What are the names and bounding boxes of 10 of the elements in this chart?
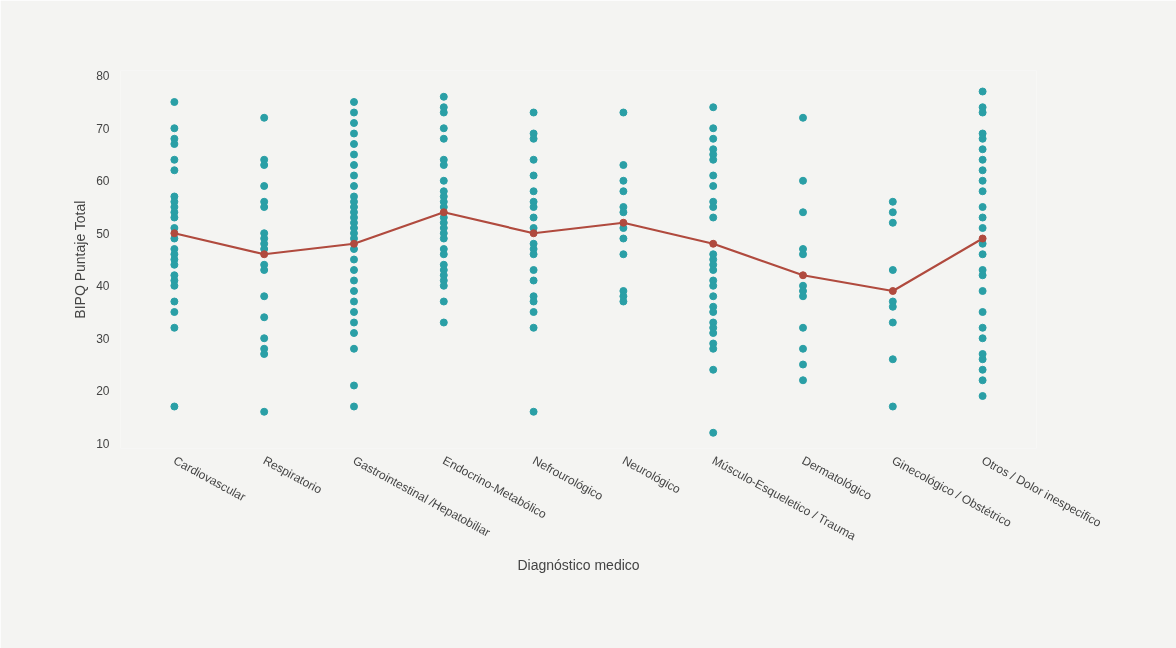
y-tick-label: 70 <box>96 121 110 136</box>
y-tick-label: 20 <box>96 384 110 399</box>
y-tick-label: 50 <box>96 226 110 241</box>
y-tick-label: 60 <box>96 174 110 189</box>
y-tick-label: 80 <box>96 69 110 84</box>
y-tick-label: 40 <box>96 279 110 294</box>
y-tick-label: 10 <box>96 436 110 451</box>
y-axis-title: BIPQ Puntaje Total <box>72 200 89 319</box>
y-tick-label: 30 <box>96 331 110 346</box>
x-axis-title: Diagnóstico medico <box>517 557 640 574</box>
